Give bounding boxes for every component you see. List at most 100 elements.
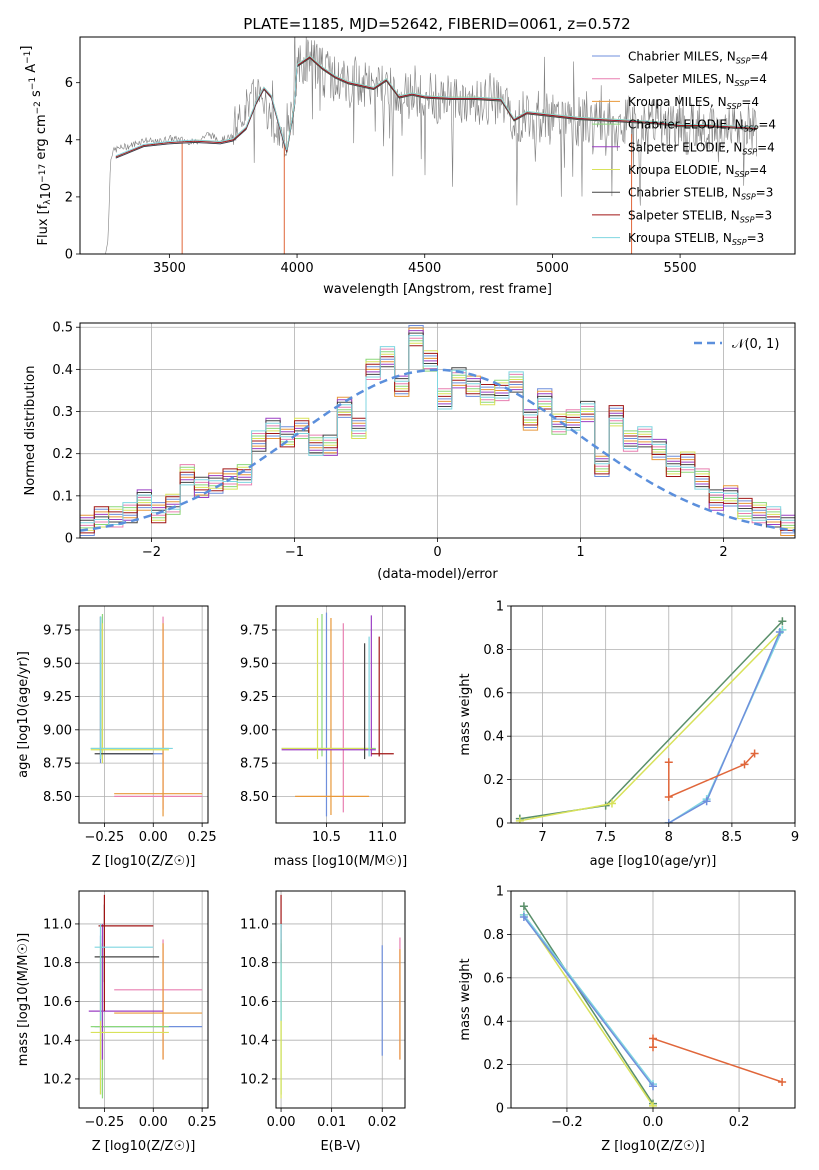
y-tick-label: 10.4 [240,1034,269,1049]
x-tick-label: 0.01 [317,1115,346,1130]
y-tick-label: 10.4 [43,1034,72,1049]
y-axis-label: Normed distribution [23,366,38,496]
legend-label: Chabrier STELIB, NSSP=3 [628,186,773,202]
x-tick-label: 0.00 [139,830,168,845]
x-tick-label: 8.5 [722,830,743,845]
x-tick-label: 3500 [153,261,186,276]
age-vs-mass-plot-area [281,612,394,817]
y-tick-label: 0.8 [483,643,504,658]
y-tick-label: 0.6 [483,686,504,701]
y-tick-label: 9.25 [43,690,72,705]
x-tick-label: 0.02 [368,1115,397,1130]
y-axis-label-part: Flux [f [36,204,51,245]
y-tick-label: 9.75 [240,623,269,638]
y-tick-label: 10.8 [43,956,72,971]
weight-point-marker [778,1077,787,1086]
y-tick-label: 1 [496,600,504,615]
weight-series-line [519,620,783,820]
axes-frame [78,890,209,1109]
weight-series-line [523,914,654,1107]
y-tick-label: 9.00 [43,723,72,738]
y-tick-label: 8.75 [240,757,269,772]
y-tick-label: 6 [65,76,73,91]
legend-label: Kroupa ELODIE, NSSP=4 [628,163,767,179]
y-axis-label-part: −1 [28,77,38,90]
age-vs-mass-panel: 10.5 11.0 8.50 8.75 9.00 9.25 9.50 9.75 mass [lo… [240,605,407,869]
age-vs-Z-panel: −0.25 0.00 0.25 8.50 8.75 9.00 9.25 9.50 9.75 Z [… [16,605,217,869]
x-tick-label: 0.2 [729,1115,750,1130]
y-axis-label-part: s [29,90,44,101]
figure-title: PLATE=1185, MJD=52642, FIBERID=0061, z=0… [243,15,630,33]
legend-label: Chabrier MILES, NSSP=4 [628,50,768,66]
legend-label: Kroupa MILES, NSSP=4 [628,95,759,111]
mass-vs-EBV-plot-area [280,894,401,1099]
residuals-panel: −2 −1 0 1 2 0 0.1 0.2 0.3 0.4 0.5 𝒩(0, 1) (data-mode… [23,321,796,582]
x-axis-label: (data-model)/error [377,567,498,582]
y-tick-label: 8.50 [240,790,269,805]
x-tick-label: 10.5 [312,830,341,845]
x-axis-label: E(B-V) [320,1139,360,1154]
legend-label: 𝒩(0, 1) [732,337,779,352]
y-tick-label: 11.0 [43,917,72,932]
gaussian-curve [80,368,795,532]
y-tick-label: 8.50 [43,790,72,805]
y-tick-label: 0.1 [52,489,73,504]
y-axis-label-part: −1 [23,51,33,64]
y-axis-label: Flux [fλ10−17 erg cm−2 s−1 A−1] [19,46,54,246]
axes-frame [275,605,406,824]
weight-series-line [668,753,756,799]
observed-spectrum-line [105,37,757,254]
y-axis-label-part: λ [43,199,53,205]
y-axis-label: mass weight [458,958,473,1040]
x-tick-label: 5500 [664,261,697,276]
y-tick-label: 9.50 [43,657,72,672]
y-tick-label: 9.00 [240,723,269,738]
y-axis-label-part: A [24,64,39,77]
y-tick-label: 0 [65,532,73,547]
x-axis-label: Z [log10(Z/Z☉)] [92,854,196,869]
spectrum-panel: 3500 4000 4500 5000 5500 0 2 4 6 wavelength [Angs… [19,36,796,297]
y-tick-label: 0.2 [483,1058,504,1073]
weight-point-marker [519,913,528,922]
y-tick-label: 0.2 [483,773,504,788]
weight-point-marker [750,749,759,758]
y-tick-label: 0.4 [52,363,73,378]
weight-series-line [668,629,784,823]
x-tick-label: 0 [433,545,441,560]
x-tick-label: 5000 [536,261,569,276]
mass-weight-vs-age-plot-area [515,617,787,823]
y-tick-label: 11.0 [240,917,269,932]
y-tick-label: 9.50 [240,657,269,672]
y-tick-label: 0 [496,817,504,832]
axes-frame [79,322,796,539]
weight-point-marker [740,760,749,769]
y-axis-label-part: 10 [39,183,54,200]
panels: 3500 4000 4500 5000 5500 0 2 4 6 wavelength [Angs… [16,36,799,1154]
x-tick-label: 11.0 [368,830,397,845]
x-tick-label: 4500 [408,261,441,276]
weight-point-marker [649,1034,657,1043]
x-tick-label: 7.5 [595,830,616,845]
y-tick-label: 10.6 [43,995,72,1010]
y-axis-label-part: −17 [38,164,48,183]
mass-vs-Z-plot-area [88,894,203,1099]
legend: Chabrier MILES, NSSP=4 Salpeter MILES, NS… [592,50,776,247]
y-tick-label: 1 [496,885,504,900]
weight-series-line [519,629,783,822]
weight-point-marker [778,617,787,626]
axes-frame [510,605,796,824]
histogram-step-line [80,335,795,525]
y-tick-label: 0.5 [52,321,73,336]
mass-weight-vs-Z-panel: −0.2 0.0 0.2 0 0.2 0.4 0.6 0.8 1 Z [log10(Z/Z☉)] m… [458,885,796,1154]
weight-point-marker [664,758,673,767]
weight-point-marker [649,1101,657,1108]
legend-label: Chabrier ELODIE, NSSP=4 [628,118,776,134]
y-axis-label: age [log10(age/yr)] [16,651,31,778]
y-axis-label-part: erg cm [34,114,49,163]
y-tick-label: 0.6 [483,971,504,986]
legend-label: Kroupa STELIB, NSSP=3 [628,231,764,247]
weight-point-marker [702,797,711,806]
y-tick-label: 2 [65,190,73,205]
x-axis-label: Z [log10(Z/Z☉)] [92,1139,196,1154]
y-tick-label: 9.25 [240,690,269,705]
